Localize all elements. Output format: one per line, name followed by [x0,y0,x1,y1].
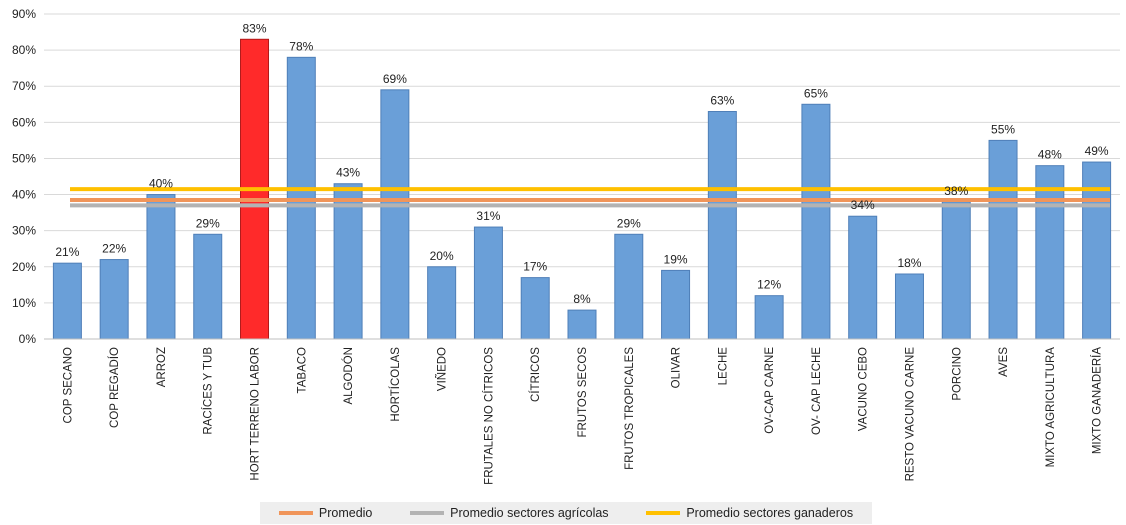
legend-item-promedio-ganaderos: Promedio sectores ganaderos [646,506,853,520]
x-tick-label: MIXTO GANADERÍA [1091,347,1104,454]
x-tick-label: OLIVAR [671,347,683,388]
y-axis-ticks: 0% 10% 20% 30% 40% 50% 60% 70% 80% 90% [12,7,36,346]
x-tick-label: TABACO [296,347,308,393]
bar-resto-vacuno-carne [894,273,924,340]
legend-item-promedio: Promedio [278,506,373,520]
x-axis-categories: COP SECANO COP REGADÍO ARROZ RACÍCES Y TUB H… [62,347,1103,485]
bar-frutales-no-c-tricos [473,226,503,340]
x-tick-label: FRUTALES NO CÍTRICOS [482,347,495,485]
data-label: 65% [804,86,828,100]
bar-hort-colas [380,89,410,340]
data-label: 34% [851,198,875,212]
y-tick-label: 10% [12,296,36,310]
data-label: 63% [710,94,734,108]
bar-arroz [146,194,176,340]
bar-frutos-secos [567,309,597,340]
x-tick-label: VACUNO CEBO [858,347,870,431]
x-tick-label: ARROZ [156,347,168,387]
y-tick-label: 0% [19,332,37,346]
x-tick-label: MIXTO AGRICULTURA [1045,347,1057,468]
bar-vacuno-cebo [848,215,878,340]
x-tick-label: RACÍCES Y TUB [202,347,215,435]
data-label: 48% [1038,148,1062,162]
x-tick-label: RESTO VACUNO CARNE [904,347,916,482]
data-label: 38% [944,184,968,198]
bar-ov-cap-leche [801,103,831,340]
data-label: 12% [757,278,781,292]
bar-c-tricos [520,277,550,340]
bar-mixto-agricultura [1035,165,1065,340]
data-label: 22% [102,242,126,256]
data-label: 40% [149,177,173,191]
y-tick-label: 80% [12,43,36,57]
bar-frutos-tropicales [614,233,644,340]
x-tick-label: FRUTOS TROPICALES [624,347,636,470]
y-tick-label: 70% [12,79,36,93]
data-label: 69% [383,72,407,86]
legend-swatch [646,511,681,515]
bar-cop-secano [52,262,82,340]
legend-label: Promedio sectores ganaderos [686,506,854,520]
data-label: 21% [55,245,79,259]
y-tick-label: 30% [12,224,36,238]
x-tick-label: FRUTOS SECOS [577,347,589,438]
data-label: 18% [897,256,921,270]
x-tick-label: LECHE [717,347,729,386]
y-tick-label: 50% [12,151,36,165]
bar-cop-regad-o [99,259,129,340]
y-tick-label: 20% [12,260,36,274]
x-tick-label: COP REGADÍO [108,347,121,428]
x-tick-label: ALGODÓN [342,347,355,405]
x-tick-label: PORCINO [951,347,963,401]
data-label: 29% [196,216,220,230]
legend-item-promedio-agricolas: Promedio sectores agrícolas [410,506,609,520]
bar-leche [707,111,737,340]
data-label: 17% [523,260,547,274]
x-tick-label: OV- CAP LECHE [811,347,823,435]
y-tick-label: 40% [12,188,36,202]
x-tick-label: VIÑEDO [436,347,449,391]
data-label: 43% [336,166,360,180]
bar-olivar [661,269,691,340]
legend: Promedio Promedio sectores agrícolas Pro… [260,502,872,524]
bar-aves [988,139,1018,340]
data-label: 55% [991,122,1015,136]
x-tick-label: OV-CAP CARNE [764,347,776,434]
x-tick-label: HORT TERRENO LABOR [250,347,262,481]
reference-lines [70,187,1110,208]
legend-swatch [278,511,313,515]
data-label: 49% [1085,144,1109,158]
x-tick-label: COP SECANO [62,347,74,424]
gridlines [44,13,1120,304]
legend-label: Promedio [318,506,373,520]
bar-rac-ces-y-tub [193,233,223,340]
x-tick-label: AVES [998,347,1010,377]
y-tick-label: 60% [12,115,36,129]
bar-algod-n [333,183,363,340]
data-label: 78% [289,39,313,53]
legend-label: Promedio sectores agrícolas [450,506,609,520]
x-tick-label: HORTÍCOLAS [389,347,402,422]
data-label: 8% [573,292,591,306]
x-tick-label: CÍTRICOS [529,347,542,402]
data-label: 20% [430,249,454,263]
data-label: 19% [664,252,688,266]
data-label: 31% [476,209,500,223]
y-tick-label: 90% [12,7,36,21]
legend-swatch [410,511,445,515]
bar-chart: 0%10%20%30%40%50%60%70%80%90% 21% 22%40%2… [12,7,1120,485]
bar-porcino [941,201,971,340]
data-label: 29% [617,216,641,230]
data-label: 83% [243,21,267,35]
data-labels: 21% 22% 40% 29% 83% 78% 43% 69% 20% 31% 17% 8% 29% 19… [55,21,1109,306]
bar-vi-edo [427,266,457,340]
bar-ov-cap-carne [754,295,784,340]
